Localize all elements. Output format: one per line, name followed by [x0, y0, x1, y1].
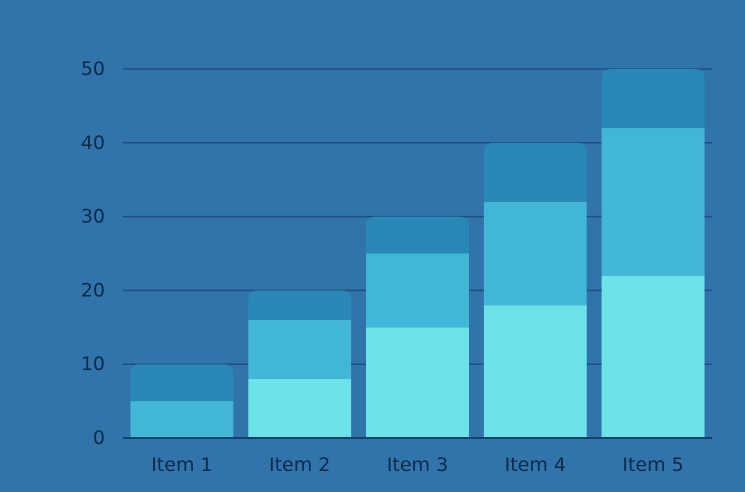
bar-segment [601, 275, 705, 438]
y-tick-label: 0 [93, 427, 105, 449]
bar-stack [601, 69, 705, 438]
y-tick-label: 20 [81, 279, 105, 301]
x-tick-label: Item 4 [505, 454, 566, 476]
bar-stack [248, 290, 352, 438]
x-tick-label: Item 2 [269, 454, 330, 476]
y-axis: 0 10 20 30 40 50 [81, 58, 105, 449]
bar-segment [483, 201, 587, 306]
y-tick-label: 50 [81, 58, 105, 80]
x-tick-label: Item 1 [151, 454, 212, 476]
bar-segment [248, 290, 352, 320]
bar-segment [483, 305, 587, 438]
x-axis: Item 1 Item 2 Item 3 Item 4 Item 5 [123, 437, 712, 476]
bar-stack [483, 142, 587, 438]
x-tick-label: Item 3 [387, 454, 448, 476]
bar-segment [130, 401, 234, 438]
y-tick-label: 10 [81, 353, 105, 375]
bar-segment [130, 364, 234, 402]
bar-stacks [130, 69, 705, 438]
bar-segment [483, 142, 587, 202]
y-tick-label: 40 [81, 132, 105, 154]
bar-segment [365, 327, 470, 438]
bar-segment [601, 69, 705, 129]
y-tick-label: 30 [81, 206, 105, 228]
bar-segment [601, 128, 705, 276]
bar-segment [365, 216, 470, 254]
bar-segment [248, 319, 352, 379]
bar-stack [365, 216, 470, 438]
bar-segment [365, 253, 470, 328]
bar-stack [130, 364, 234, 438]
bar-segment [248, 378, 352, 438]
x-tick-label: Item 5 [622, 454, 683, 476]
